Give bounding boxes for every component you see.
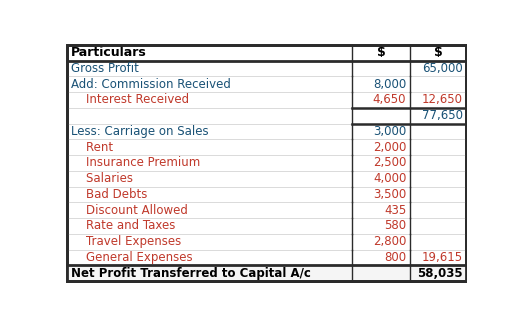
Text: 19,615: 19,615	[422, 251, 463, 264]
Text: 3,500: 3,500	[373, 188, 406, 201]
Text: 2,500: 2,500	[373, 156, 406, 169]
Text: Discount Allowed: Discount Allowed	[71, 204, 188, 217]
Text: Travel Expenses: Travel Expenses	[71, 235, 181, 248]
Text: 12,650: 12,650	[422, 93, 463, 107]
Bar	[67, 265, 466, 281]
Text: 3,000: 3,000	[373, 125, 406, 138]
Text: 77,650: 77,650	[422, 109, 463, 122]
Text: $: $	[433, 46, 442, 59]
Text: 580: 580	[384, 219, 406, 232]
Text: Bad Debts: Bad Debts	[71, 188, 147, 201]
Text: Insurance Premium: Insurance Premium	[71, 156, 200, 169]
Text: Particulars: Particulars	[71, 46, 147, 59]
Text: Net Profit Transferred to Capital A/c: Net Profit Transferred to Capital A/c	[71, 267, 311, 279]
Text: Rate and Taxes: Rate and Taxes	[71, 219, 175, 232]
Text: Less: Carriage on Sales: Less: Carriage on Sales	[71, 125, 209, 138]
Text: 4,650: 4,650	[373, 93, 406, 107]
Text: 8,000: 8,000	[373, 78, 406, 91]
Text: 4,000: 4,000	[373, 172, 406, 185]
Text: Interest Received: Interest Received	[71, 93, 189, 107]
Text: Salaries: Salaries	[71, 172, 133, 185]
Text: Add: Commission Received: Add: Commission Received	[71, 78, 231, 91]
Text: $: $	[377, 46, 386, 59]
Text: General Expenses: General Expenses	[71, 251, 193, 264]
Text: Gross Profit: Gross Profit	[71, 62, 139, 75]
Text: 58,035: 58,035	[417, 267, 463, 279]
Text: 800: 800	[384, 251, 406, 264]
Text: 65,000: 65,000	[422, 62, 463, 75]
Text: 2,000: 2,000	[373, 141, 406, 154]
Text: 2,800: 2,800	[373, 235, 406, 248]
Text: 435: 435	[384, 204, 406, 217]
Text: Rent: Rent	[71, 141, 113, 154]
